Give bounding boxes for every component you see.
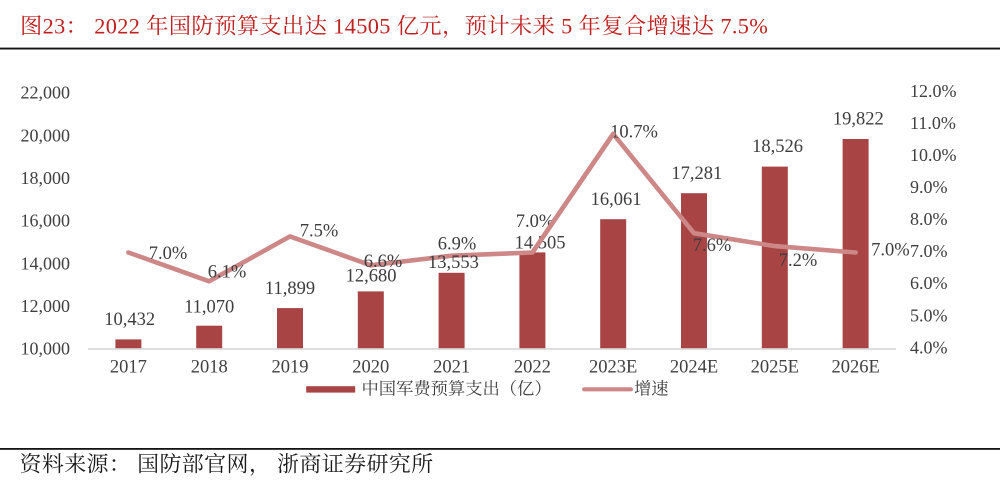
svg-text:2025E: 2025E	[751, 358, 799, 378]
svg-text:16,061: 16,061	[591, 190, 642, 210]
svg-text:10,432: 10,432	[104, 310, 155, 330]
svg-text:11,070: 11,070	[184, 297, 234, 317]
svg-text:2026E: 2026E	[831, 358, 879, 378]
svg-text:2018: 2018	[191, 358, 228, 378]
svg-text:2020: 2020	[352, 358, 389, 378]
svg-text:中国军费预算支出（亿）: 中国军费预算支出（亿）	[362, 380, 552, 399]
svg-text:13,553: 13,553	[428, 253, 479, 273]
svg-text:12,680: 12,680	[346, 267, 397, 287]
svg-text:2021: 2021	[433, 358, 470, 378]
svg-text:增速: 增速	[634, 380, 669, 399]
svg-text:18,000: 18,000	[21, 168, 71, 188]
svg-text:16,000: 16,000	[21, 211, 71, 231]
svg-text:9.0%: 9.0%	[910, 177, 948, 197]
svg-text:7.0%: 7.0%	[516, 212, 555, 232]
svg-text:7.0%: 7.0%	[871, 241, 910, 261]
svg-text:7.6%: 7.6%	[693, 236, 732, 256]
svg-text:6.9%: 6.9%	[438, 234, 477, 254]
svg-text:18,526: 18,526	[752, 137, 803, 157]
svg-text:7.0%: 7.0%	[910, 241, 948, 261]
svg-text:12,000: 12,000	[21, 296, 71, 316]
svg-text:11.0%: 11.0%	[910, 113, 956, 133]
svg-text:2017: 2017	[110, 358, 147, 378]
svg-text:4.0%: 4.0%	[910, 337, 948, 357]
svg-text:22,000: 22,000	[21, 83, 71, 103]
svg-text:11,899: 11,899	[265, 279, 315, 299]
svg-text:6.0%: 6.0%	[910, 273, 948, 293]
svg-text:19,822: 19,822	[833, 109, 884, 129]
svg-text:7.0%: 7.0%	[149, 244, 188, 264]
svg-text:5.0%: 5.0%	[910, 305, 948, 325]
svg-text:10.0%: 10.0%	[910, 145, 957, 165]
svg-text:17,281: 17,281	[671, 164, 722, 184]
svg-text:2019: 2019	[272, 358, 309, 378]
svg-text:2022: 2022	[514, 358, 551, 378]
svg-text:10.7%: 10.7%	[610, 123, 658, 143]
svg-text:8.0%: 8.0%	[910, 209, 948, 229]
svg-text:6.1%: 6.1%	[208, 262, 247, 282]
svg-text:7.5%: 7.5%	[300, 221, 339, 241]
svg-text:2024E: 2024E	[670, 358, 718, 378]
svg-text:12.0%: 12.0%	[910, 81, 957, 101]
svg-text:7.2%: 7.2%	[779, 251, 818, 271]
svg-text:2023E: 2023E	[589, 358, 637, 378]
svg-text:10,000: 10,000	[21, 339, 71, 359]
svg-text:14,000: 14,000	[21, 253, 71, 273]
svg-text:20,000: 20,000	[21, 125, 71, 145]
svg-text:资料来源： 国防部官网， 浙商证券研究所: 资料来源： 国防部官网， 浙商证券研究所	[20, 452, 434, 477]
svg-text:图23： 2022 年国防预算支出达 14505 亿元，预计: 图23： 2022 年国防预算支出达 14505 亿元，预计未来 5 年复合增速…	[20, 14, 768, 39]
svg-text:6.6%: 6.6%	[364, 252, 403, 272]
